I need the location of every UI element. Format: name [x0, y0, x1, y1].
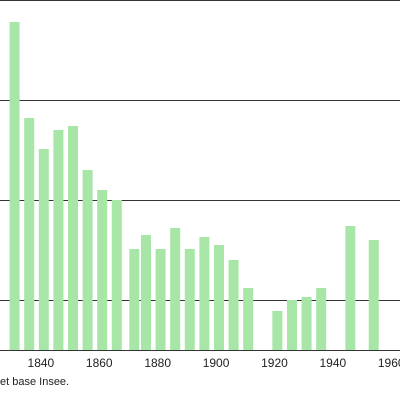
bar-1901 — [213, 245, 224, 350]
bar-1851 — [67, 126, 78, 350]
x-tick-label: 1840 — [28, 356, 55, 370]
gridlines — [0, 0, 400, 351]
bar-1946 — [345, 226, 356, 350]
bar-1931 — [301, 297, 312, 350]
bar-1926 — [286, 300, 297, 350]
bars — [9, 22, 379, 350]
bar-1954 — [368, 240, 379, 350]
bar-1856 — [82, 170, 93, 350]
bar-1911 — [243, 288, 254, 350]
bar-1831 — [9, 22, 20, 350]
x-tick-label: 1940 — [319, 356, 346, 370]
bar-1841 — [38, 149, 49, 350]
x-tick-label: 1900 — [203, 356, 230, 370]
bar-1846 — [53, 130, 64, 350]
bar-1876 — [140, 235, 151, 350]
bar-1906 — [228, 260, 239, 350]
bar-1891 — [184, 249, 195, 350]
bar-1872 — [129, 249, 140, 350]
source-caption: et base Insee. — [0, 376, 70, 388]
bar-1896 — [199, 237, 210, 350]
x-tick-label: 1960 — [378, 356, 400, 370]
bar-1936 — [316, 288, 327, 350]
x-tick-label: 1920 — [261, 356, 288, 370]
bar-1861 — [97, 190, 108, 350]
bar-1886 — [170, 228, 181, 350]
bar-1921 — [272, 311, 283, 350]
x-tick-label: 1860 — [86, 356, 113, 370]
bar-1881 — [155, 249, 166, 350]
x-tick-labels: 1840 1860 1880 1900 1920 1940 1960 — [28, 356, 400, 370]
x-tick-label: 1880 — [144, 356, 171, 370]
bar-1866 — [111, 200, 122, 350]
bar-1836 — [24, 118, 35, 350]
